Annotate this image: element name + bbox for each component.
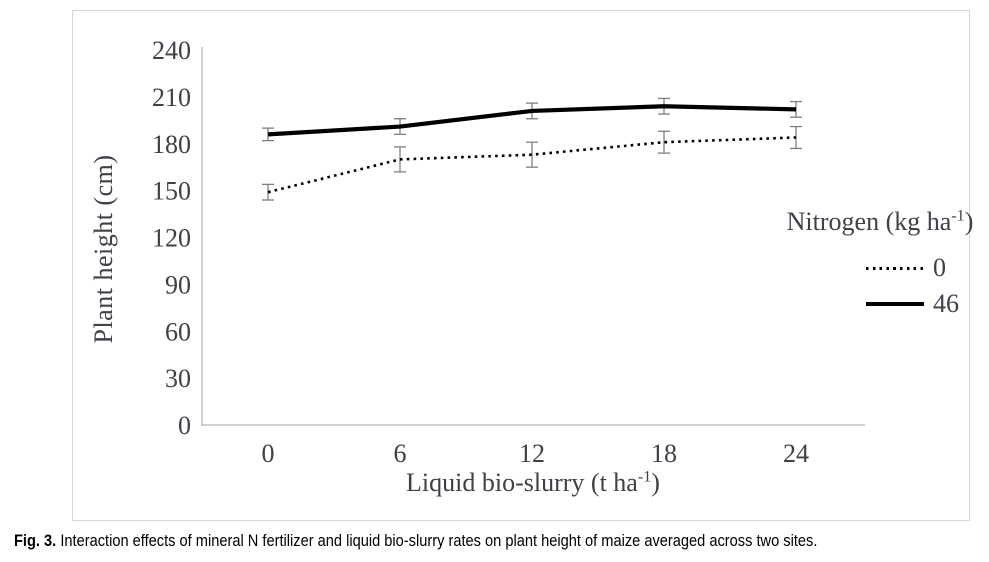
x-tick-label: 0 bbox=[262, 439, 275, 468]
figure-caption: Fig. 3. Interaction effects of mineral N… bbox=[14, 531, 853, 551]
legend-item-label: 0 bbox=[933, 253, 946, 282]
y-axis-title: Plant height (cm) bbox=[89, 154, 118, 344]
y-tick-label: 0 bbox=[178, 411, 191, 440]
y-tick-label: 60 bbox=[165, 317, 191, 346]
legend-title-superscript: -1 bbox=[951, 207, 965, 225]
legend-title-text: Nitrogen (kg ha bbox=[786, 207, 952, 236]
x-tick-label: 12 bbox=[519, 439, 545, 468]
y-tick-label: 150 bbox=[152, 177, 191, 206]
x-axis-title: Liquid bio-slurry (t ha-1) bbox=[406, 468, 660, 498]
y-tick-label: 120 bbox=[152, 224, 191, 253]
legend-item-label: 46 bbox=[933, 289, 959, 318]
y-tick-label: 240 bbox=[152, 36, 191, 65]
solid-line-swatch bbox=[866, 301, 924, 307]
y-tick-label: 210 bbox=[152, 83, 191, 112]
legend-title-close: ) bbox=[964, 207, 974, 236]
legend-title: Nitrogen (kg ha-1) bbox=[787, 207, 974, 237]
caption-label: Fig. 3. bbox=[14, 531, 57, 550]
series-line-46 bbox=[267, 104, 797, 137]
caption-text: Interaction effects of mineral N fertili… bbox=[60, 531, 818, 550]
y-tick-label: 90 bbox=[165, 270, 191, 299]
y-tick-label: 30 bbox=[165, 364, 191, 393]
x-tick-label: 6 bbox=[394, 439, 407, 468]
x-tick-label: 18 bbox=[651, 439, 677, 468]
x-axis-title-superscript: -1 bbox=[637, 468, 652, 486]
legend-item: 46 bbox=[866, 289, 959, 319]
series-line-0 bbox=[267, 136, 797, 194]
x-axis-title-text: Liquid bio-slurry (t ha bbox=[406, 468, 638, 497]
x-tick-label: 24 bbox=[783, 439, 809, 468]
figure-frame bbox=[72, 10, 970, 521]
dotted-line-swatch bbox=[866, 266, 924, 270]
x-axis-title-close: ) bbox=[651, 468, 660, 497]
legend-item: 0 bbox=[866, 253, 946, 283]
y-tick-label: 180 bbox=[152, 130, 191, 159]
